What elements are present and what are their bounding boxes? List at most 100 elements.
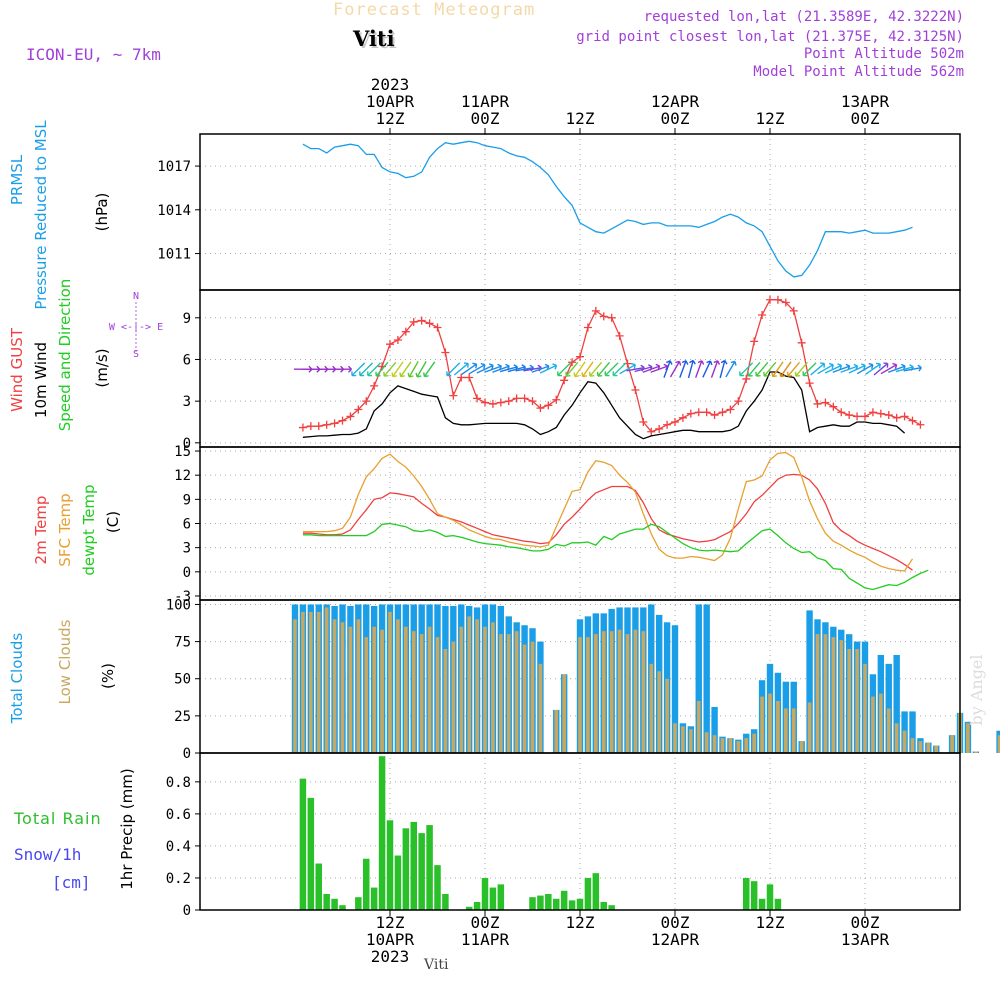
- gust-marker: [314, 422, 323, 431]
- total-rain-bar: [766, 884, 774, 910]
- total-clouds-bar: [671, 625, 679, 753]
- total-rain-bar: [331, 898, 338, 910]
- x-tick-label-top: 12Z: [756, 109, 785, 128]
- y-tick-label: 1017: [157, 159, 191, 175]
- low-clouds-bar: [886, 708, 891, 753]
- low-clouds-bar: [966, 723, 970, 753]
- low-clouds-bar: [404, 626, 408, 753]
- clouds-panel: [195, 599, 1000, 754]
- low-clouds-bar: [760, 696, 764, 753]
- y-tick-label: 50: [174, 672, 191, 688]
- low-clouds-bar: [752, 733, 756, 753]
- wind-arrow: [565, 361, 579, 377]
- total-rain-bar: [584, 877, 592, 910]
- wind-arrow: [468, 362, 486, 375]
- x-tick-label-bottom: 2023: [371, 947, 410, 966]
- low-clouds-bar: [293, 619, 297, 753]
- x-tick-label-bottom: 10APR: [366, 930, 415, 949]
- gust-marker: [465, 373, 474, 382]
- wind-arrow: [786, 361, 801, 377]
- low-clouds-bar: [728, 738, 733, 753]
- gust-marker: [362, 397, 371, 406]
- wind-speed-dir-label: Speed and Direction: [56, 279, 74, 432]
- low-clouds-bar: [681, 726, 685, 753]
- x-tick-label-top: 10APR: [366, 92, 415, 111]
- gust-marker: [354, 405, 363, 414]
- gust-marker: [837, 408, 846, 417]
- low-clouds-bar: [974, 751, 978, 753]
- pressure-label-long: Pressure Reduced to MSL: [32, 120, 50, 310]
- gust-marker: [639, 417, 648, 426]
- total-rain-bar: [299, 778, 307, 910]
- low-clouds-bar: [744, 738, 749, 753]
- x-tick-label-top: 11APR: [461, 92, 510, 111]
- gust-marker: [742, 374, 751, 383]
- temp-2m-label: 2m Temp: [32, 496, 50, 565]
- gust-marker: [599, 312, 608, 321]
- total-clouds-bar: [711, 706, 718, 753]
- wind-arrow: [880, 362, 898, 375]
- low-clouds-bar: [609, 631, 614, 753]
- total-rain-bar: [378, 756, 386, 910]
- gust-marker: [370, 381, 379, 390]
- low-clouds-bar: [594, 634, 598, 753]
- sfc-temp-line: [302, 451, 914, 572]
- low-clouds-bar: [522, 644, 527, 753]
- total-rain-bar: [608, 905, 615, 910]
- gust-marker: [916, 420, 925, 429]
- low-clouds-bar: [997, 735, 1000, 753]
- y-tick-label: 0: [183, 565, 191, 581]
- low-clouds-bar: [348, 626, 353, 753]
- total-rain-bar: [497, 884, 505, 910]
- wind-arrow: [763, 361, 777, 377]
- wind-arrow: [446, 362, 461, 377]
- low-clouds-bar: [918, 741, 923, 753]
- gust-marker: [330, 419, 339, 428]
- x-tick-label-bottom: 13APR: [841, 930, 890, 949]
- total-rain-bar: [370, 887, 378, 910]
- 10m-wind-line: [302, 371, 906, 440]
- wind-arrow: [779, 361, 792, 378]
- low-clouds-bar: [641, 631, 646, 753]
- low-clouds-bar: [894, 723, 899, 753]
- clouds-unit: (%): [99, 663, 117, 689]
- pressure-panel: [195, 133, 961, 291]
- x-tick-label-top: 12Z: [376, 109, 405, 128]
- gust-marker: [322, 420, 331, 429]
- low-clouds-bar: [823, 634, 828, 753]
- gust-marker: [861, 412, 869, 421]
- gust-marker: [710, 411, 719, 420]
- low-clouds-bar: [625, 634, 630, 753]
- wind-arrow: [399, 361, 412, 378]
- low-clouds-bar: [601, 631, 606, 753]
- snow-label: Snow/1h: [14, 845, 81, 864]
- gust-marker: [781, 298, 790, 307]
- wind-arrow: [687, 359, 696, 379]
- low-clouds-bar: [665, 678, 669, 753]
- total-rain-bar: [465, 906, 473, 910]
- wind-arrow: [415, 361, 427, 378]
- total-rain-bar: [323, 893, 330, 910]
- wind-arrow: [824, 363, 843, 374]
- gust-marker: [758, 311, 767, 320]
- x-tick-label-bottom: 12Z: [566, 913, 595, 932]
- total-rain-bar: [758, 898, 766, 910]
- x-tick-label-bottom: 11APR: [461, 930, 510, 949]
- gust-marker: [425, 319, 434, 328]
- low-clouds-bar: [633, 629, 638, 753]
- total-rain-bar: [743, 877, 750, 910]
- gust-marker: [496, 398, 505, 407]
- total-rain-bar: [600, 901, 607, 910]
- model-point-altitude: Model Point Altitude 562m: [753, 64, 964, 80]
- low-clouds-bar: [617, 629, 622, 753]
- gust-marker: [797, 338, 806, 347]
- precip-panel: [195, 752, 961, 911]
- wind-arrow: [367, 362, 382, 377]
- gust-marker: [868, 408, 877, 417]
- low-clouds-bar: [380, 629, 384, 753]
- gust-marker: [568, 358, 577, 367]
- y-tick-label: 0: [183, 903, 191, 919]
- low-clouds-bar: [926, 742, 931, 753]
- gust-marker: [655, 424, 664, 433]
- total-rain-bar: [576, 898, 584, 910]
